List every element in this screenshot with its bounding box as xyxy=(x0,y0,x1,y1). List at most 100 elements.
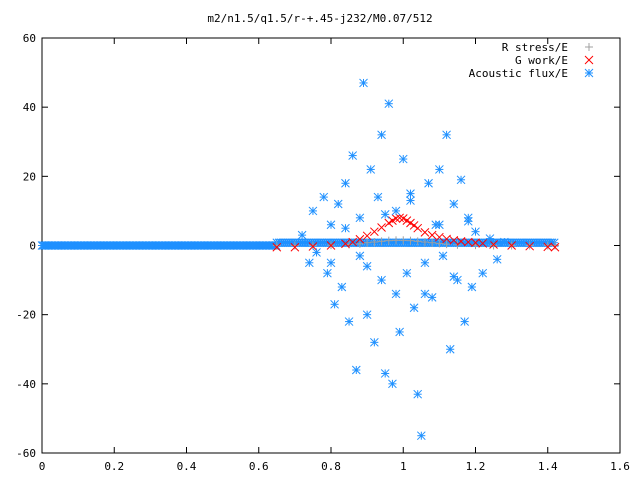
data-point xyxy=(395,213,404,223)
legend-label: R stress/E xyxy=(502,41,568,54)
data-point xyxy=(323,268,332,278)
data-point xyxy=(467,282,477,292)
data-point xyxy=(420,228,430,237)
data-point xyxy=(326,241,336,250)
data-point xyxy=(355,251,365,261)
data-point xyxy=(388,379,397,389)
data-point xyxy=(413,389,423,399)
data-point xyxy=(304,258,314,268)
data-point xyxy=(409,221,419,230)
data-point xyxy=(442,234,451,244)
data-point xyxy=(543,241,552,250)
data-point xyxy=(366,165,376,174)
x-tick-label: 0.8 xyxy=(321,460,341,473)
axis-ticks: 0 0.2 0.4 0.6 0.8 1 1.2 1.4 1.6 60 40 20 0 -20 -40 -60 xyxy=(16,32,630,473)
data-point xyxy=(492,254,502,264)
data-point xyxy=(391,206,401,216)
data-point xyxy=(500,237,509,247)
data-point xyxy=(435,239,444,248)
data-point xyxy=(392,236,401,245)
data-point xyxy=(449,235,459,245)
data-point xyxy=(550,242,560,252)
data-point xyxy=(330,299,339,309)
y-tick-label: 0 xyxy=(29,240,36,253)
data-point xyxy=(456,236,466,246)
y-tick-label: -40 xyxy=(16,378,36,391)
data-point xyxy=(398,154,408,164)
data-point xyxy=(435,165,444,174)
data-point xyxy=(308,206,318,216)
data-point xyxy=(471,227,480,237)
data-point xyxy=(420,238,429,247)
data-point xyxy=(363,238,372,247)
data-point xyxy=(348,151,358,160)
data-point xyxy=(427,230,437,240)
x-tick-label: 0.2 xyxy=(104,460,124,473)
data-point xyxy=(290,241,299,250)
x-tick-label: 0.4 xyxy=(177,460,197,473)
data-point xyxy=(369,227,379,237)
data-point xyxy=(442,240,451,249)
legend-marker xyxy=(585,43,593,51)
data-point xyxy=(344,317,354,326)
data-point xyxy=(380,210,390,219)
data-point xyxy=(507,241,516,250)
series-0 xyxy=(272,236,559,250)
data-point xyxy=(399,236,408,245)
data-point xyxy=(272,242,282,252)
data-point xyxy=(442,130,451,140)
data-point xyxy=(525,241,535,251)
data-point xyxy=(359,78,368,88)
series-2 xyxy=(297,78,509,441)
data-point xyxy=(456,175,466,185)
y-tick-label: -20 xyxy=(16,309,36,322)
y-tick-label: -60 xyxy=(16,447,36,460)
data-point xyxy=(377,237,386,246)
data-point xyxy=(427,293,437,302)
data-point xyxy=(333,199,343,209)
data-point xyxy=(406,189,415,198)
data-point xyxy=(384,99,394,109)
data-point xyxy=(370,238,379,247)
data-point xyxy=(445,344,455,354)
data-point xyxy=(416,431,426,441)
data-point xyxy=(341,178,350,188)
data-point xyxy=(435,220,444,230)
data-point xyxy=(348,237,358,247)
data-point xyxy=(420,258,430,268)
x-tick-label: 1.2 xyxy=(466,460,486,473)
data-point xyxy=(489,240,498,249)
data-point xyxy=(406,236,415,245)
data-point xyxy=(449,199,459,209)
data-point xyxy=(362,261,372,271)
data-point xyxy=(319,192,329,202)
x-tick-label: 1 xyxy=(400,460,407,473)
data-point xyxy=(373,192,383,202)
data-point xyxy=(369,337,379,347)
data-point xyxy=(463,237,473,247)
data-point xyxy=(402,268,412,278)
data-point xyxy=(478,239,488,248)
data-point xyxy=(377,275,386,285)
data-point xyxy=(449,272,459,281)
acoustic-flux-baseline xyxy=(37,238,559,250)
data-point xyxy=(391,289,401,299)
data-point xyxy=(312,248,321,257)
data-point xyxy=(471,238,480,248)
data-point xyxy=(326,258,336,268)
x-tick-label: 0.6 xyxy=(249,460,269,473)
data-point xyxy=(428,238,437,247)
chart-title: m2/n1.5/q1.5/r-+.45-j232/M0.07/512 xyxy=(207,12,432,25)
data-point xyxy=(438,251,448,261)
x-tick-label: 0 xyxy=(39,460,46,473)
data-point xyxy=(355,234,365,244)
legend-label: G work/E xyxy=(515,54,568,67)
x-tick-label: 1.6 xyxy=(610,460,630,473)
data-point xyxy=(362,231,372,241)
y-tick-label: 40 xyxy=(23,101,36,114)
legend-label: Acoustic flux/E xyxy=(469,67,568,80)
data-point xyxy=(384,236,393,245)
data-point xyxy=(485,234,495,243)
legend-marker xyxy=(584,55,594,65)
